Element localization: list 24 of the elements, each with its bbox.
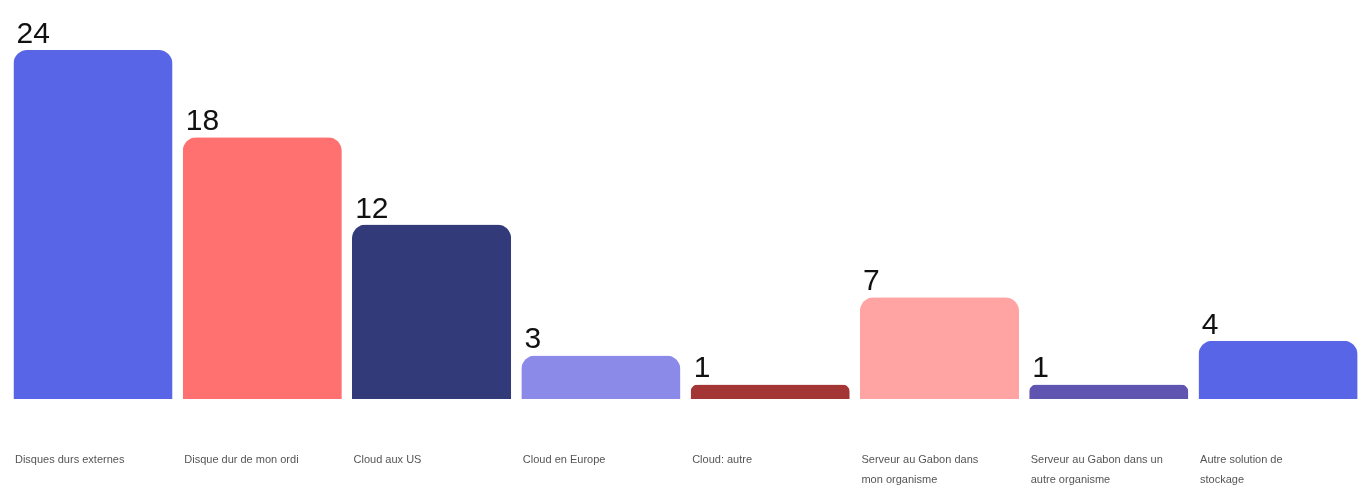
bar [859, 297, 1020, 399]
data-label: 24 [16, 16, 50, 49]
x-tick-label: Cloud en Europe [522, 452, 606, 465]
bar [351, 224, 512, 399]
x-tick-label: Autre solution de stockage [1200, 452, 1283, 485]
bar [182, 137, 342, 399]
data-label: 1 [1032, 350, 1050, 384]
bar [690, 384, 850, 399]
bar [1198, 340, 1358, 399]
bar [521, 355, 681, 399]
x-tick-label: Cloud: autre [692, 452, 753, 465]
x-tick-label: Cloud aux US [353, 452, 422, 465]
x-tick-label: Disques durs externes [14, 452, 125, 465]
x-tick-label: Serveur au Gabon dans mon organisme [861, 452, 979, 485]
bar [1029, 384, 1189, 399]
data-label: 4 [1201, 306, 1219, 340]
data-label: 18 [185, 103, 220, 137]
x-tick-label: Disque dur de mon ordi [184, 452, 299, 465]
data-label: 3 [524, 321, 542, 355]
data-label: 7 [863, 263, 880, 297]
x-tick-label: Serveur au Gabon dans un autre organisme [1030, 452, 1163, 485]
data-label: 12 [355, 190, 389, 224]
data-label: 1 [693, 350, 711, 384]
bar [13, 50, 173, 399]
